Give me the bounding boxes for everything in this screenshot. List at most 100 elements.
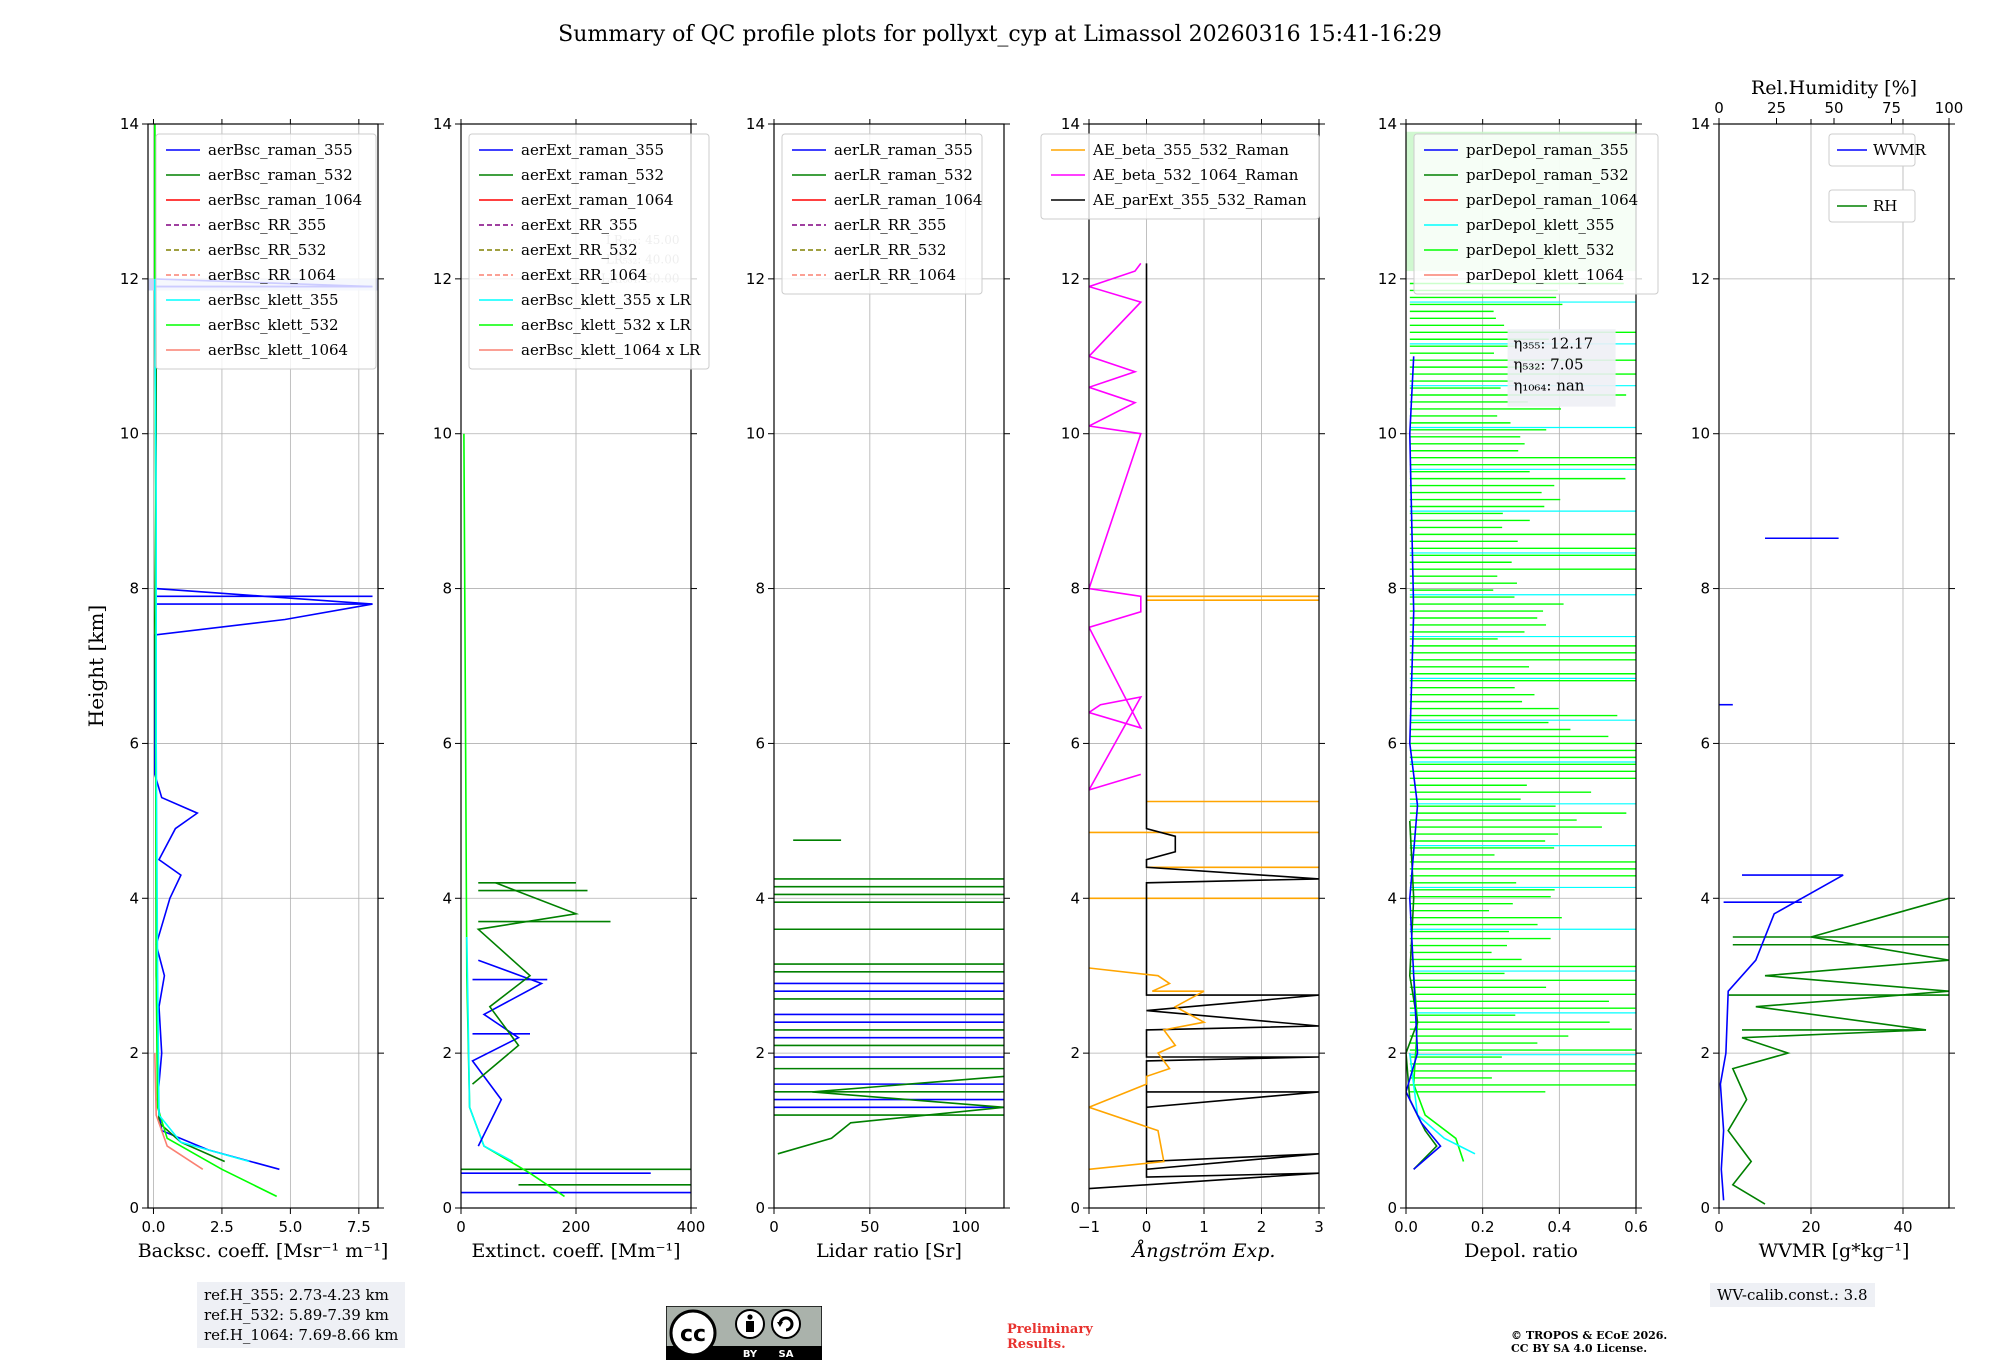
series-aerBsc_klett_355 x LR (466, 936, 514, 1163)
y-tick-label: 14 (1691, 115, 1710, 133)
x-tick-label: 20 (1801, 1218, 1820, 1236)
x-tick-label: 0 (1142, 1218, 1152, 1236)
series-aerExt_raman_532 (471, 882, 580, 1085)
x-tick-label: 0.0 (142, 1218, 166, 1236)
legend-entry: aerBsc_raman_532 (208, 166, 353, 184)
legend-entry: aerExt_raman_532 (521, 166, 664, 184)
x-tick-label: 0 (456, 1218, 466, 1236)
copyright-line-2: CC BY SA 4.0 License. (1511, 1342, 1648, 1355)
legend-entry: parDepol_raman_532 (1466, 166, 1629, 184)
y-tick-label: 12 (1378, 270, 1397, 288)
panel-3: 0 50 100 0 2 4 6 8 10 12 14 Lidar ratio [Sr] aerLR_r… (746, 115, 1010, 1262)
legend-entry: aerBsc_klett_532 (208, 316, 339, 334)
x-tick-label: 0.0 (1394, 1218, 1418, 1236)
panel-2: 0 200 400 0 2 4 6 8 10 12 14 Extinct. coeff. [Mm⁻¹]… (433, 115, 710, 1262)
x-tick-label: 40 (1893, 1218, 1912, 1236)
y-tick-label: 0 (129, 1199, 139, 1217)
legend-entry: aerLR_RR_355 (834, 216, 946, 234)
legend-entry: aerBsc_klett_532 x LR (521, 316, 692, 334)
svg-text:cc: cc (680, 1322, 706, 1347)
y-tick-label: 14 (746, 115, 765, 133)
legend-box (468, 133, 710, 370)
x-tick-label: 0.6 (1624, 1218, 1648, 1236)
y-tick-label: 2 (1700, 1044, 1710, 1062)
y-tick-label: 6 (442, 734, 452, 752)
y-tick-label: 6 (1070, 734, 1080, 752)
y-tick-label: 0 (755, 1199, 765, 1217)
legend-entry: aerLR_RR_532 (834, 241, 946, 259)
y-tick-label: 4 (1700, 889, 1710, 907)
legend-entry: AE_beta_355_532_Raman (1092, 141, 1289, 159)
x-tick-label: 50 (860, 1218, 879, 1236)
copyright-line-1: © TROPOS & ECoE 2026. (1511, 1329, 1668, 1342)
y-tick-label: 10 (1061, 425, 1080, 443)
ref-height-532: ref.H_532: 5.89-7.39 km (204, 1306, 389, 1324)
x-tick-label: 2 (1257, 1218, 1267, 1236)
legend-box (1413, 133, 1659, 295)
legend-entry: aerExt_raman_1064 (521, 191, 674, 209)
legend-box (1828, 133, 1916, 167)
top-axis-label: Rel.Humidity [%] (1751, 77, 1917, 99)
legend-entry: aerBsc_RR_355 (208, 216, 326, 234)
plot-area (1089, 124, 1319, 1208)
y-tick-label: 6 (1387, 734, 1397, 752)
panel-1: 0.0 2.5 5.0 7.5 0 2 4 6 8 10 12 14 Backsc. coeff. [M… (120, 115, 388, 1262)
legend-entry: parDepol_klett_355 (1466, 216, 1615, 234)
wv-calib-box: WV-calib.const.: 3.8 (1710, 1283, 1875, 1307)
y-tick-label: 10 (746, 425, 765, 443)
axes-frame (1405, 123, 1637, 1209)
plot-area (774, 124, 1004, 1208)
legend-entry: aerBsc_raman_1064 (208, 191, 362, 209)
axes-frame (773, 123, 1005, 1209)
y-tick-label: 4 (442, 889, 452, 907)
y-tick-label: 0 (1070, 1199, 1080, 1217)
legend-entry: aerLR_raman_532 (834, 166, 973, 184)
annotation: η₃₅₅: 12.17 (1513, 335, 1593, 353)
x-tick-label: 3 (1314, 1218, 1324, 1236)
legend-entry: parDepol_raman_355 (1466, 141, 1629, 159)
cc-by-label: BY (743, 1349, 758, 1360)
preliminary-line-2: Results. (1007, 1337, 1066, 1352)
series-aerExt_raman_355 (471, 959, 544, 1147)
panel-5: 0.0 0.2 0.4 0.6 0 2 4 6 8 10 12 14 Depol. ratio η₃₅₅:… (1378, 115, 1659, 1262)
x-axis-label: Backsc. coeff. [Msr⁻¹ m⁻¹] (138, 1240, 389, 1262)
y-tick-label: 10 (120, 425, 139, 443)
y-tick-label: 6 (1700, 734, 1710, 752)
x-axis-label: WVMR [g*kg⁻¹] (1759, 1240, 1910, 1262)
y-tick-label: 14 (1061, 115, 1080, 133)
top-tick-label: 25 (1767, 99, 1786, 117)
legend-entry: aerBsc_klett_1064 (208, 341, 348, 359)
y-tick-label: 10 (1691, 425, 1710, 443)
y-tick-label: 12 (746, 270, 765, 288)
series-parDepol_raman_355 (1406, 356, 1442, 1170)
legend-entry: aerExt_RR_532 (521, 241, 638, 259)
x-tick-label: 0.2 (1471, 1218, 1495, 1236)
plot-area (1719, 124, 1949, 1208)
series-aerBsc_klett_532 x LR (463, 433, 565, 1198)
x-tick-label: 5.0 (278, 1218, 302, 1236)
copyright-note: © TROPOS & ECoE 2026. CC BY SA 4.0 Licen… (1511, 1329, 1667, 1355)
y-axis-label: Height [km] (84, 605, 108, 727)
y-tick-label: 4 (1387, 889, 1397, 907)
ref-height-355: ref.H_355: 2.73-4.23 km (204, 1286, 389, 1304)
legend-entry: aerBsc_klett_355 x LR (521, 291, 692, 309)
y-tick-label: 12 (433, 270, 452, 288)
axes-frame (1718, 123, 1950, 1209)
x-tick-label: 100 (951, 1218, 980, 1236)
cc-by-sa-logo: cc BY SA (665, 1305, 823, 1361)
legend-entry: aerExt_raman_355 (521, 141, 664, 159)
y-tick-label: 4 (129, 889, 139, 907)
x-axis-label: Depol. ratio (1464, 1240, 1578, 1262)
series-aerBsc_klett_1064 (154, 1053, 204, 1170)
legend-entry: aerBsc_raman_355 (208, 141, 353, 159)
legend-entry: parDepol_klett_532 (1466, 241, 1615, 259)
series-AE_beta_355_532_Raman (1089, 967, 1207, 1171)
top-tick-label: 50 (1824, 99, 1843, 117)
x-axis-label: Extinct. coeff. [Mm⁻¹] (471, 1240, 680, 1262)
y-tick-label: 0 (1387, 1199, 1397, 1217)
y-tick-label: 8 (755, 580, 765, 598)
y-tick-label: 14 (1378, 115, 1397, 133)
